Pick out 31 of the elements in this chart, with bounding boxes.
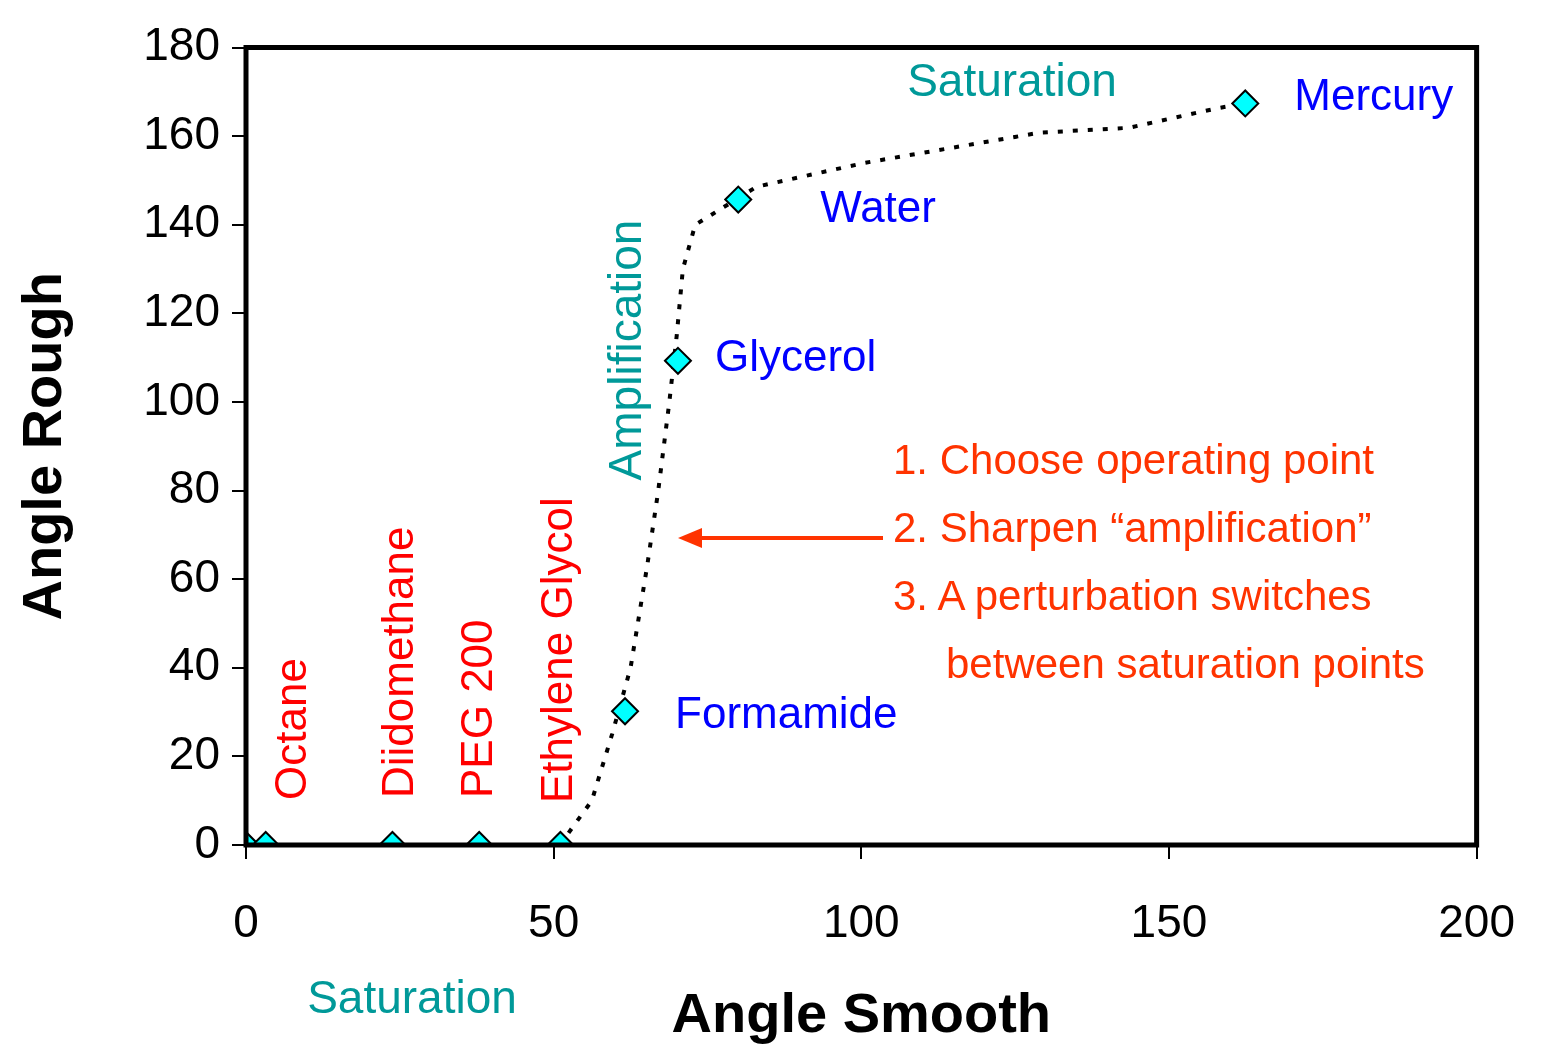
y-tick-label: 60	[168, 549, 220, 602]
annotation: Diidomethane	[372, 526, 422, 798]
annotation: Water	[820, 181, 936, 231]
x-axis-title: Angle Smooth	[671, 980, 1052, 1044]
annotation: 2. Sharpen “amplification”	[893, 503, 1373, 553]
x-tick-label: 0	[233, 895, 259, 948]
y-axis-title: Angle Rough	[10, 272, 74, 621]
annotation: Saturation	[907, 53, 1117, 108]
x-tick-label: 150	[1130, 895, 1208, 948]
annotation: PEG 200	[452, 619, 502, 798]
text: Saturation	[307, 970, 517, 1025]
y-tick-label: 80	[168, 461, 220, 514]
y-tick-label: 140	[143, 195, 220, 248]
annotation: 1. Choose operating point	[893, 435, 1375, 485]
y-tick-label: 160	[143, 106, 220, 159]
annotation: Ethylene Glycol	[531, 497, 581, 803]
x-tick-label: 50	[528, 895, 580, 948]
annotation: Formamide	[675, 688, 898, 738]
y-tick-label: 0	[194, 815, 220, 868]
y-tick-label: 120	[143, 284, 220, 337]
y-tick-label: 20	[168, 727, 220, 780]
x-tick-label: 200	[1438, 895, 1515, 948]
y-tick-label: 180	[143, 18, 220, 71]
annotation: Glycerol	[714, 330, 877, 380]
annotation: Mercury	[1294, 69, 1454, 119]
y-tick-label: 40	[168, 638, 220, 691]
annotation: 3. A perturbation switches between saturation points	[893, 572, 1425, 687]
y-tick-label: 100	[143, 372, 220, 425]
annotation: Octane	[265, 658, 315, 800]
annotation: Amplification	[598, 219, 652, 481]
x-tick-label: 100	[822, 895, 900, 948]
